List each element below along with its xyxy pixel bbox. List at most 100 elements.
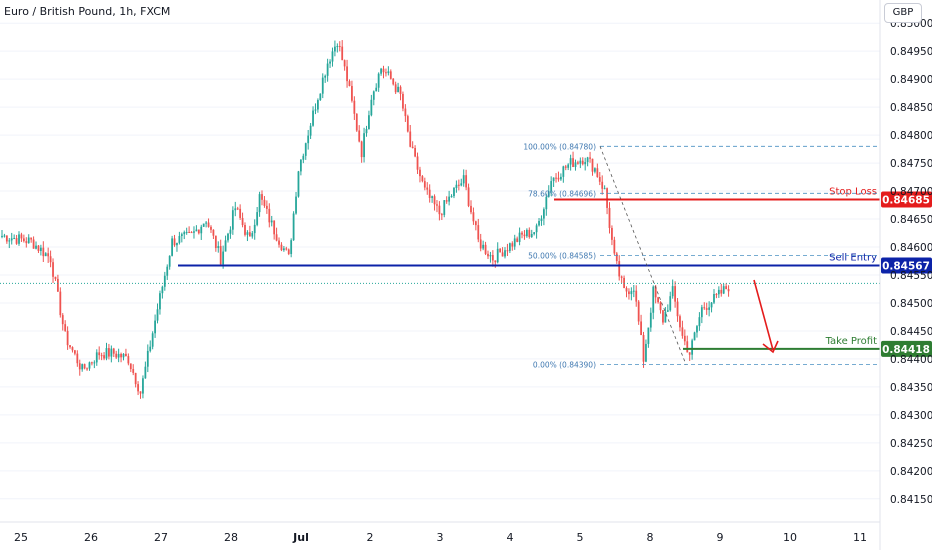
fibonacci-retracement: 100.00% (0.84780) 78.60% (0.84696) 50.00% … bbox=[523, 142, 880, 370]
candle-body bbox=[518, 232, 521, 242]
candle-body bbox=[584, 162, 587, 165]
candles bbox=[1, 40, 730, 399]
candle-body bbox=[61, 315, 64, 325]
candle-body bbox=[1, 235, 3, 237]
candle-body bbox=[720, 289, 723, 294]
candle-body bbox=[703, 307, 706, 309]
candle-body bbox=[239, 208, 242, 218]
candle-body bbox=[78, 363, 81, 370]
candle-body bbox=[562, 166, 565, 177]
date-tick-label: 8 bbox=[647, 531, 654, 544]
candle-body bbox=[268, 208, 271, 223]
candle-body bbox=[494, 260, 497, 263]
date-tick-label: 4 bbox=[507, 531, 514, 544]
candle-body bbox=[27, 237, 30, 244]
candle-body bbox=[725, 286, 728, 290]
candle-body bbox=[628, 291, 630, 295]
candle-body bbox=[385, 72, 387, 74]
candle-body bbox=[149, 346, 152, 351]
candle-body bbox=[598, 176, 601, 182]
candle-body bbox=[326, 63, 329, 76]
candle-body bbox=[630, 291, 633, 295]
candle-body bbox=[202, 223, 205, 227]
candle-body bbox=[336, 46, 339, 48]
candle-body bbox=[171, 238, 173, 256]
candle-body bbox=[530, 234, 533, 237]
candle-body bbox=[363, 133, 365, 158]
candle-body bbox=[506, 250, 509, 252]
date-tick-label: 28 bbox=[224, 531, 238, 544]
candle-body bbox=[54, 276, 57, 279]
candle-body bbox=[297, 171, 300, 197]
trade-level-value: 0.84418 bbox=[882, 344, 930, 356]
candle-body bbox=[234, 208, 237, 211]
candle-body bbox=[299, 159, 302, 172]
candle-body bbox=[372, 91, 375, 100]
candle-body bbox=[273, 220, 276, 235]
candle-body bbox=[295, 196, 297, 214]
candle-body bbox=[611, 227, 613, 240]
levels: Stop Loss 0.84685 Sell Entry 0.84567 Take Pr… bbox=[0, 186, 932, 357]
candle-body bbox=[25, 241, 28, 244]
candle-body bbox=[467, 187, 470, 206]
candle-body bbox=[662, 310, 664, 323]
candle-body bbox=[594, 168, 596, 172]
candle-body bbox=[195, 229, 198, 232]
candle-body bbox=[455, 184, 458, 188]
candle-body bbox=[421, 176, 424, 182]
candle-body bbox=[513, 238, 516, 247]
candle-body bbox=[343, 60, 346, 67]
candle-body bbox=[69, 345, 71, 348]
date-tick-label: 27 bbox=[154, 531, 168, 544]
annotations bbox=[753, 279, 779, 354]
candle-body bbox=[52, 262, 54, 277]
trade-level-value: 0.84685 bbox=[882, 194, 930, 206]
candle-body bbox=[696, 326, 698, 333]
candle-body bbox=[693, 332, 696, 341]
candle-body bbox=[715, 294, 718, 296]
candle-body bbox=[280, 244, 283, 251]
candle-body bbox=[314, 109, 317, 111]
candle-body bbox=[501, 252, 504, 257]
candle-body bbox=[474, 221, 477, 226]
candle-body bbox=[37, 245, 40, 251]
candle-body bbox=[708, 307, 711, 310]
candle-body bbox=[287, 249, 290, 254]
candle-body bbox=[103, 355, 105, 359]
currency-button[interactable]: GBP bbox=[884, 3, 922, 23]
candle-body bbox=[282, 248, 285, 251]
candle-body bbox=[552, 177, 555, 182]
candle-body bbox=[159, 293, 161, 310]
candle-body bbox=[207, 222, 210, 227]
candle-body bbox=[450, 196, 453, 198]
fib-level-label: 50.00% (0.84585) bbox=[528, 251, 596, 260]
price-tick-label: 0.84600 bbox=[890, 242, 932, 254]
price-tick-label: 0.84950 bbox=[890, 46, 932, 58]
candle-body bbox=[504, 250, 506, 257]
candle-body bbox=[346, 66, 348, 82]
candle-body bbox=[30, 237, 33, 240]
candle-body bbox=[15, 238, 18, 244]
candle-body bbox=[348, 81, 351, 86]
candle-body bbox=[698, 317, 701, 327]
candle-body bbox=[117, 353, 120, 358]
candle-body bbox=[290, 240, 293, 254]
candle-body bbox=[674, 286, 677, 302]
trade-level-name: Take Profit bbox=[825, 336, 878, 347]
candle-body bbox=[139, 391, 142, 394]
date-tick-label: 11 bbox=[853, 531, 867, 544]
candle-body bbox=[47, 253, 50, 257]
candle-body bbox=[601, 181, 604, 189]
candle-body bbox=[470, 205, 472, 213]
candle-body bbox=[59, 291, 62, 316]
candle-body bbox=[569, 158, 572, 165]
candle-body bbox=[205, 222, 208, 224]
candle-body bbox=[214, 235, 217, 249]
candle-body bbox=[312, 110, 314, 126]
candle-body bbox=[329, 61, 331, 64]
candle-body bbox=[81, 364, 84, 370]
candle-body bbox=[151, 333, 154, 347]
candle-body bbox=[652, 286, 655, 313]
